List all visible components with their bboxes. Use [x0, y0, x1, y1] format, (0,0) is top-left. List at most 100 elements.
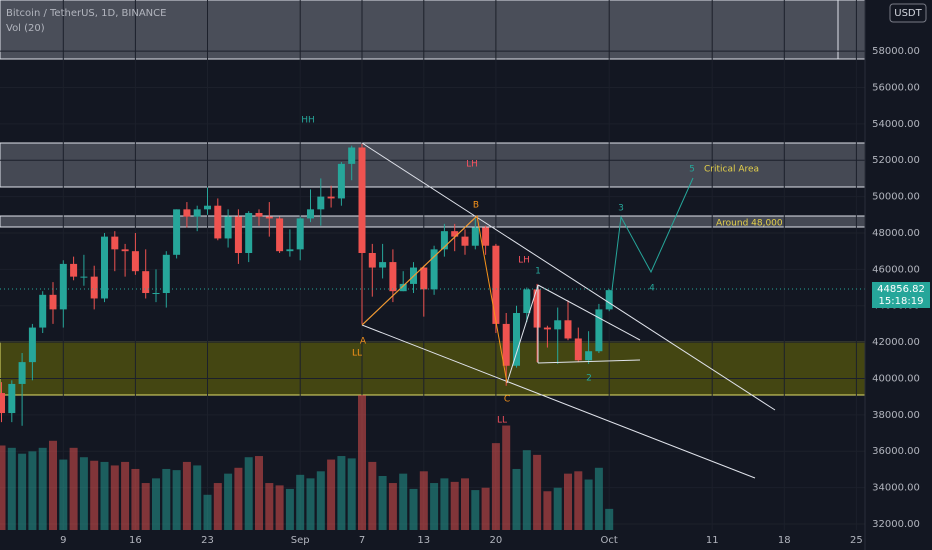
drawings: [0, 142, 865, 479]
y-tick-label: 54000.00: [872, 119, 920, 130]
candle-body: [286, 249, 294, 252]
volume-bar: [79, 457, 88, 530]
candle-body: [574, 338, 582, 361]
candle-body: [18, 362, 26, 384]
volume-bar: [543, 491, 552, 530]
volume-bar: [285, 488, 294, 530]
annotation: 1: [535, 267, 541, 277]
candle-body: [204, 205, 211, 210]
volume-bar: [378, 476, 387, 530]
candle-body: [0, 393, 5, 414]
candle-body: [39, 294, 47, 328]
annotation: LL: [352, 349, 362, 359]
candle-body: [554, 320, 562, 330]
candle-body: [131, 251, 139, 272]
candle-body: [502, 323, 510, 366]
y-tick-label: 58000.00: [872, 46, 920, 57]
volume-bar: [409, 488, 418, 530]
volume-bar: [255, 456, 263, 530]
candle-body: [49, 294, 57, 310]
x-tick-label: 23: [201, 535, 214, 546]
volume-bar: [244, 457, 253, 530]
y-tick-label: 42000.00: [872, 337, 920, 348]
last-price: 44856.82: [877, 284, 925, 295]
candle-body: [523, 289, 531, 314]
candle-body: [121, 249, 129, 252]
candle-body: [368, 252, 376, 268]
zone-support: [0, 341, 866, 396]
annotation: Around 48,000: [716, 219, 783, 229]
candle-body: [379, 262, 387, 268]
candle-body: [348, 147, 356, 164]
volume-bar: [399, 473, 408, 530]
candle-body: [224, 216, 232, 239]
candle-body: [276, 218, 284, 252]
candle-body: [28, 327, 36, 363]
volume-bar: [49, 440, 57, 530]
candle-body: [327, 196, 335, 199]
candle-body: [162, 254, 170, 294]
volume-bar: [100, 461, 109, 530]
price-axis: [865, 0, 932, 550]
annotation: C: [504, 395, 510, 405]
volume-bar: [110, 465, 119, 530]
volume-bar: [564, 473, 572, 530]
candle-body: [605, 290, 613, 310]
volume-bar: [275, 485, 284, 530]
y-tick-label: 38000.00: [872, 410, 920, 421]
annotation: 4: [649, 284, 655, 294]
volume-bar: [172, 470, 181, 530]
candle-body: [595, 309, 603, 352]
candle-body: [101, 236, 108, 299]
y-tick-label: 48000.00: [872, 228, 920, 239]
volume-bar: [594, 467, 603, 530]
candle-body: [564, 320, 572, 339]
y-tick-label: 36000.00: [872, 446, 920, 457]
candle-body: [461, 236, 469, 246]
candle-body: [234, 216, 242, 253]
annotation: 2: [586, 374, 592, 384]
volume-bar: [584, 479, 593, 530]
candle-body: [358, 147, 366, 253]
volume-bar: [419, 471, 428, 530]
volume-bar: [90, 460, 99, 530]
y-tick-label: 34000.00: [872, 483, 920, 494]
candle-body: [399, 283, 407, 292]
volume-bar: [193, 465, 202, 530]
y-tick-label: 32000.00: [872, 519, 920, 530]
drawings-back: [0, 0, 866, 396]
candle-body: [585, 351, 593, 361]
volume-bar: [0, 445, 6, 530]
candle-body: [482, 227, 490, 246]
volume-bar: [430, 483, 439, 530]
x-tick-label: 13: [417, 535, 430, 546]
candle-body: [59, 263, 67, 310]
annotation: LL: [497, 416, 507, 426]
y-tick-label: 40000.00: [872, 373, 920, 384]
volume-bar: [533, 454, 542, 530]
volume-bar: [553, 487, 562, 530]
volume-bar: [69, 447, 78, 530]
currency-box[interactable]: [889, 3, 927, 23]
x-tick-label: Oct: [601, 535, 618, 546]
volume-bar: [368, 461, 377, 530]
candle-body: [265, 216, 273, 219]
candle-body: [70, 263, 78, 277]
candle-body: [142, 271, 150, 294]
annotation: A: [360, 337, 367, 347]
x-tick-label: 20: [490, 535, 503, 546]
currency[interactable]: USDT: [894, 8, 922, 19]
candle-body: [255, 212, 263, 217]
candle-body: [440, 231, 448, 250]
candle-body: [173, 209, 181, 255]
candle-body: [430, 249, 438, 290]
triangle-line: [537, 284, 641, 341]
trend-line: [361, 142, 776, 411]
candle-body: [152, 293, 160, 295]
y-tick-label: 50000.00: [872, 192, 920, 203]
volume-bar: [296, 474, 305, 530]
candle-body: [543, 327, 551, 330]
candle-body: [317, 196, 325, 210]
zone-top: [0, 0, 866, 60]
